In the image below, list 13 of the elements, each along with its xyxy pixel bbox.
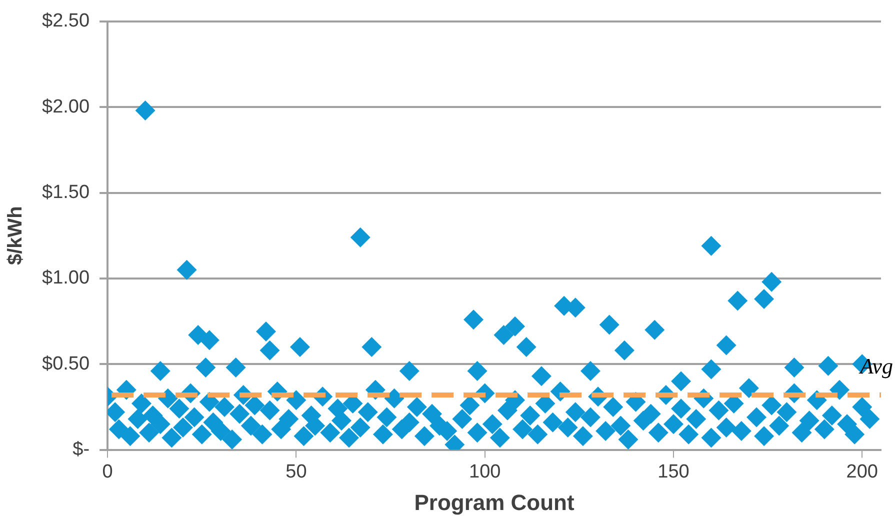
y-tick-label: $2.50 <box>42 10 90 32</box>
x-tick-label: 0 <box>102 461 113 482</box>
y-tick-label: $1.50 <box>42 182 90 203</box>
x-tick-label: 100 <box>468 461 501 482</box>
y-axis-title: $/kWh <box>4 206 27 266</box>
y-tick-label: $0.50 <box>42 353 90 374</box>
x-tick-label: 200 <box>846 461 878 482</box>
x-tick-label: 150 <box>658 461 690 482</box>
x-axis-title: Program Count <box>414 490 575 515</box>
y-tick-label: $1.00 <box>42 268 90 289</box>
y-tick-label: $2.00 <box>42 96 90 118</box>
x-tick-label: 50 <box>286 461 307 482</box>
y-tick-label: $- <box>72 439 90 460</box>
